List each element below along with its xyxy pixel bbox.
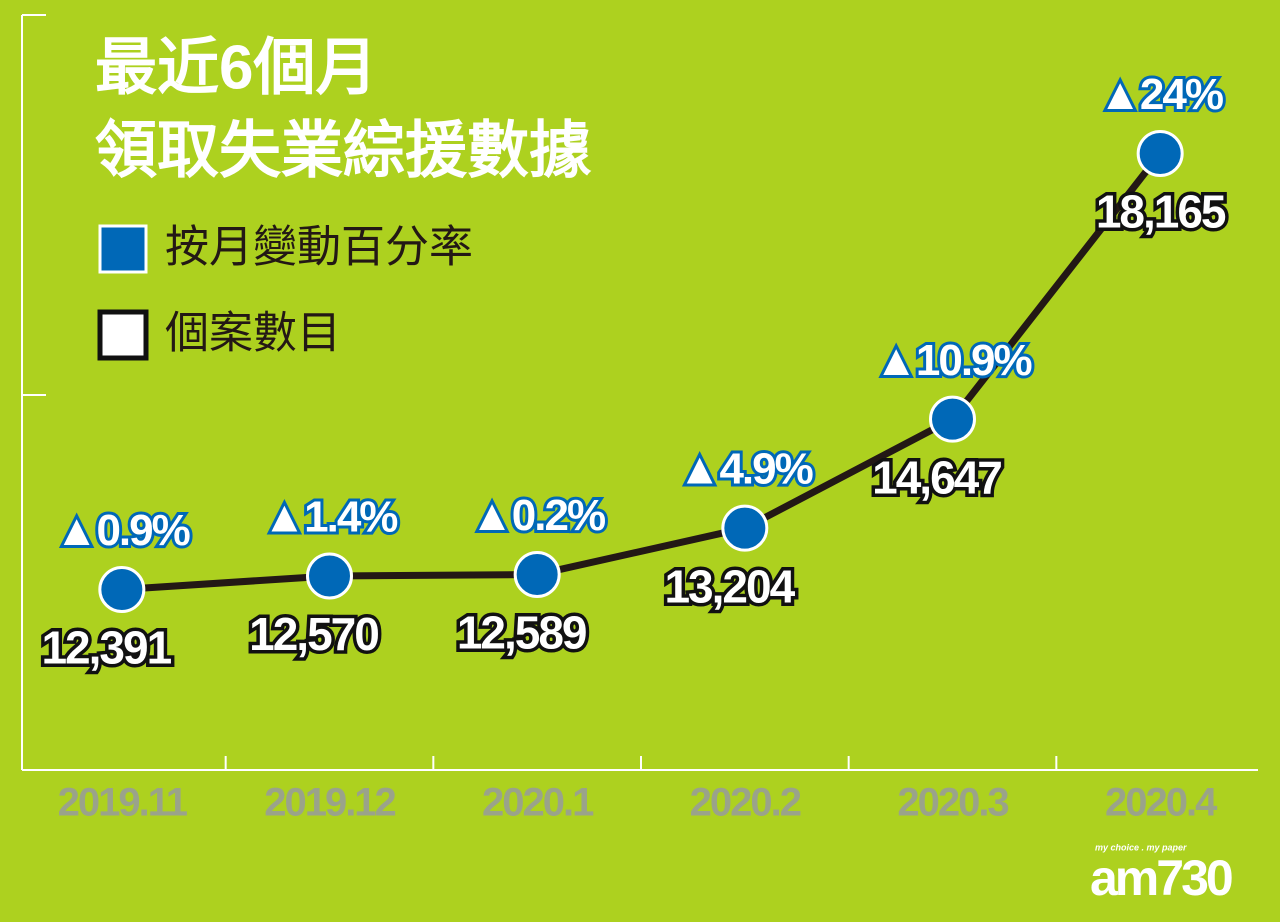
legend-label: 按月變動百分率	[165, 223, 473, 272]
data-label: 12,570	[249, 608, 378, 660]
data-label: 12,391	[41, 622, 171, 674]
legend-swatch	[97, 309, 149, 361]
percent-label: ▲4.9%	[678, 445, 813, 494]
x-tick-label: 2019.11	[58, 781, 188, 825]
data-point	[306, 552, 353, 600]
x-tick-label: 2020.2	[690, 781, 801, 825]
chart-title: 領取失業綜援數據	[95, 116, 592, 185]
legend-label: 個案數目	[165, 309, 341, 358]
x-tick-label: 2020.3	[897, 781, 1008, 825]
legend-swatch	[98, 224, 148, 274]
data-label: 14,647	[872, 451, 1001, 503]
percent-label: ▲10.9%	[874, 336, 1031, 385]
data-point	[513, 551, 561, 599]
chart-title: 最近6個月	[95, 33, 377, 102]
data-label: 13,204	[664, 560, 795, 612]
data-label: 18,165	[1096, 186, 1226, 238]
line	[121, 151, 1163, 593]
percent-label: ▲24%	[1098, 70, 1222, 119]
data-label: 12,589	[457, 607, 586, 659]
data-point	[98, 565, 146, 613]
percent-label: ▲0.9%	[55, 506, 190, 555]
x-tick-label: 2020.4	[1105, 781, 1218, 825]
percent-label: ▲1.4%	[263, 493, 398, 542]
percent-label: ▲0.2%	[470, 491, 605, 540]
data-point	[1136, 130, 1184, 178]
x-tick-label: 2020.1	[482, 781, 594, 825]
logo-tagline: my choice . my paper	[1095, 842, 1187, 852]
data-point	[929, 395, 976, 443]
x-tick-label: 2019.12	[264, 781, 395, 825]
data-point	[721, 504, 769, 552]
logo: am730	[1090, 850, 1232, 906]
